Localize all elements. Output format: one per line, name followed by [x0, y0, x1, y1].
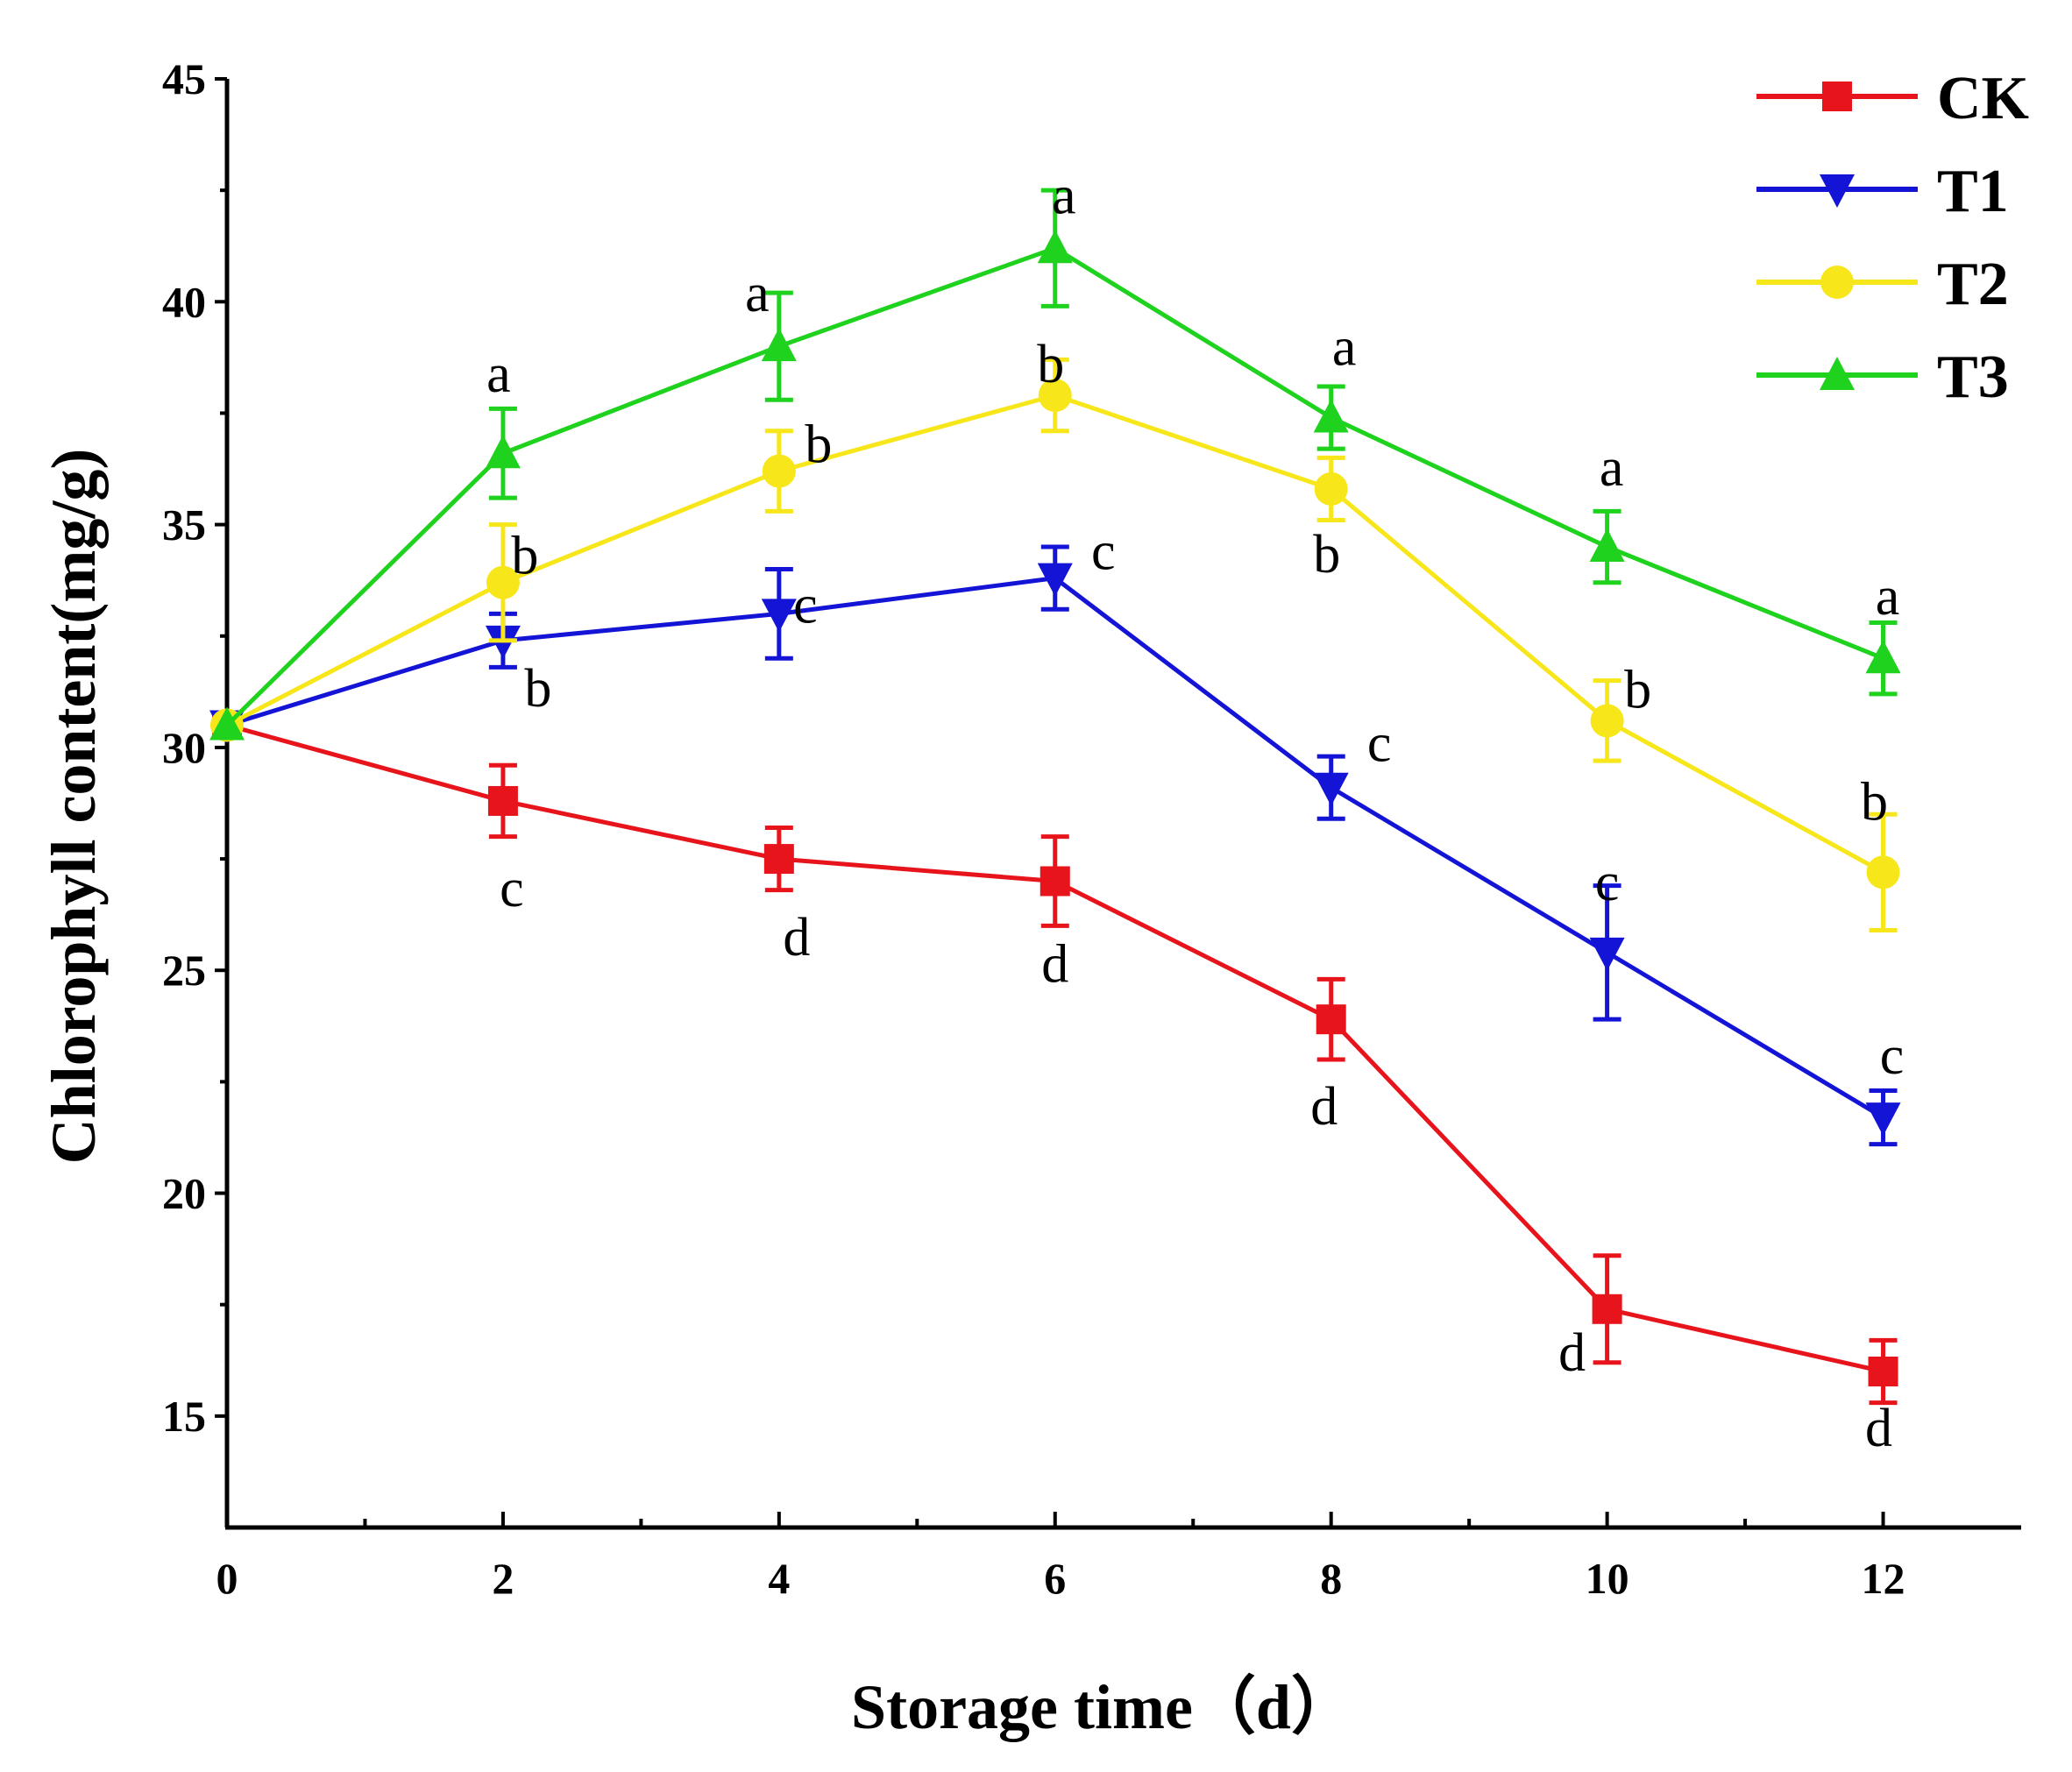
- data-point: [1865, 1102, 1901, 1137]
- significance-label: b: [1624, 660, 1651, 719]
- data-point: [1865, 640, 1901, 674]
- significance-label: d: [1041, 935, 1068, 995]
- data-point: [486, 565, 520, 599]
- data-point: [1589, 528, 1625, 563]
- y-tick-label: 35: [162, 500, 206, 549]
- y-tick-label: 15: [162, 1392, 206, 1441]
- data-point: [1590, 704, 1624, 738]
- data-point: [761, 328, 797, 362]
- legend-item-t2: T2: [1756, 251, 2009, 318]
- y-tick-label: 40: [162, 277, 206, 326]
- y-tick-label: 30: [162, 723, 206, 772]
- series-line: [225, 393, 1884, 875]
- significance-label: b: [511, 527, 538, 586]
- legend-label: T3: [1937, 344, 2009, 411]
- significance-label: a: [1332, 318, 1357, 378]
- series-ck: [212, 710, 1898, 1406]
- x-tick-label: 2: [492, 1554, 514, 1603]
- data-point: [209, 706, 245, 741]
- data-point: [1037, 230, 1073, 264]
- data-point: [1314, 471, 1348, 506]
- significance-label: c: [1091, 522, 1116, 582]
- significance-label: b: [805, 415, 832, 475]
- data-point: [1313, 399, 1349, 433]
- significance-label: b: [1313, 525, 1340, 585]
- data-point: [487, 785, 518, 816]
- data-point: [1866, 855, 1900, 890]
- data-point: [762, 454, 796, 488]
- significance-label: a: [1876, 567, 1900, 627]
- legend-marker: [1820, 174, 1855, 208]
- data-point: [485, 435, 521, 469]
- series-t3: [209, 188, 1901, 741]
- significance-labels-layer: c d d d d d b c c c c c b b b b b b a a a a a a: [486, 166, 1904, 1458]
- legend-marker: [1820, 357, 1855, 390]
- series-layer: [209, 188, 1901, 1406]
- y-tick-label: 45: [162, 54, 206, 103]
- x-tick-label: 12: [1862, 1554, 1905, 1603]
- data-point: [1037, 563, 1073, 597]
- legend-label: CK: [1937, 65, 2029, 132]
- significance-label: c: [1595, 853, 1620, 912]
- significance-label: c: [1367, 714, 1392, 774]
- series-line: [225, 245, 1884, 727]
- significance-label: a: [486, 344, 511, 404]
- legend-item-t1: T1: [1756, 158, 2009, 225]
- significance-label: b: [524, 659, 551, 719]
- legend: CK T1 T2 T3: [1756, 65, 2029, 411]
- data-point: [761, 599, 797, 633]
- legend-label: T1: [1937, 158, 2009, 225]
- data-point: [763, 844, 794, 875]
- y-axis-title: Chlorophyll content(mg/g): [39, 449, 109, 1165]
- legend-item-ck: CK: [1756, 65, 2029, 132]
- legend-item-t3: T3: [1756, 344, 2009, 411]
- x-tick-label: 0: [216, 1554, 238, 1603]
- x-axis-title: Storage time（d）: [851, 1672, 1354, 1742]
- significance-label: a: [745, 264, 770, 323]
- significance-label: d: [783, 908, 810, 968]
- data-point: [1316, 1004, 1346, 1035]
- legend-marker: [1820, 266, 1854, 299]
- data-point: [1592, 1294, 1622, 1324]
- data-point: [1589, 937, 1625, 971]
- axes-layer: 15 20 25 30 35 40 45 0 2 4 6 8 10 12: [162, 54, 2021, 1603]
- significance-label: b: [1037, 335, 1064, 394]
- data-point: [1868, 1356, 1898, 1386]
- significance-label: c: [500, 859, 524, 918]
- y-tick-label: 20: [162, 1169, 206, 1218]
- series-t2: [210, 357, 1900, 932]
- series-line: [226, 723, 1884, 1374]
- x-tick-label: 8: [1320, 1554, 1342, 1603]
- significance-label: d: [1558, 1323, 1586, 1383]
- legend-marker: [1822, 82, 1852, 111]
- y-tick-label: 25: [162, 946, 206, 995]
- significance-label: c: [793, 575, 818, 634]
- x-tick-label: 4: [768, 1554, 790, 1603]
- significance-label: a: [1052, 166, 1076, 225]
- x-tick-label: 6: [1044, 1554, 1066, 1603]
- significance-label: d: [1310, 1077, 1338, 1137]
- significance-label: c: [1880, 1026, 1905, 1086]
- data-point: [1038, 379, 1072, 413]
- data-point: [1313, 772, 1349, 806]
- data-point: [1040, 866, 1070, 897]
- x-tick-label: 10: [1586, 1554, 1629, 1603]
- significance-label: d: [1865, 1399, 1892, 1458]
- significance-label: b: [1861, 772, 1888, 832]
- significance-label: a: [1600, 438, 1624, 498]
- legend-label: T2: [1937, 251, 2009, 318]
